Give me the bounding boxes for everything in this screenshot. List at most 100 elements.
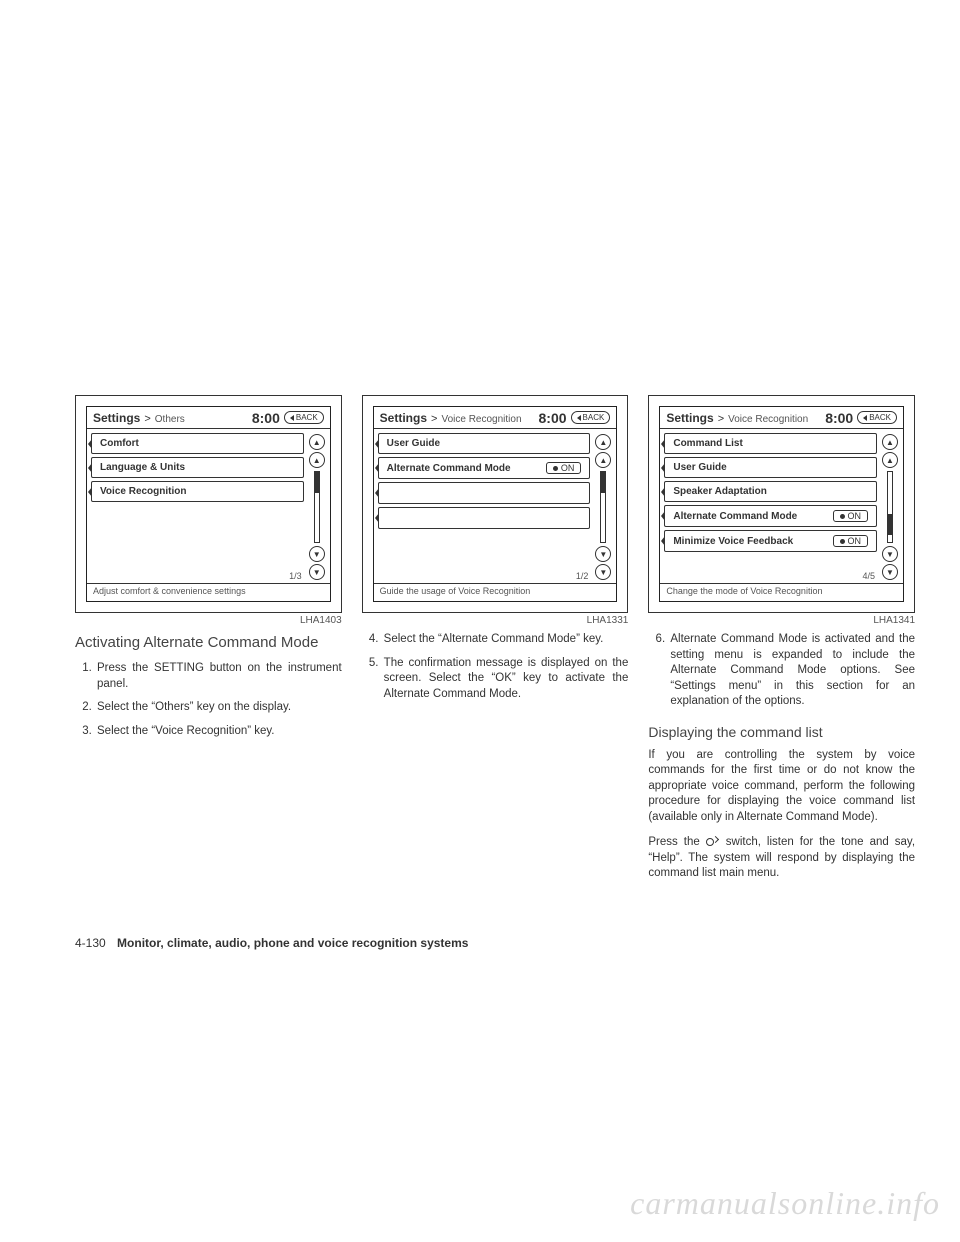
chevron-icon: > xyxy=(431,413,437,425)
section-heading: Activating Alternate Command Mode xyxy=(75,634,342,651)
page-indicator: 1/3 xyxy=(289,571,302,581)
menu-list: User Guide Alternate Command Mode ON xyxy=(378,433,591,532)
menu-label: Speaker Adaptation xyxy=(673,486,767,497)
scroll-thumb xyxy=(601,472,605,493)
screen-body: Command List User Guide Speaker Adaptati… xyxy=(660,429,903,583)
screenshot-1: Settings > Others 8:00 BACK xyxy=(75,395,342,613)
screen-frame: Settings > Voice Recognition 8:00 BACK xyxy=(373,406,618,602)
step-5: The confirmation message is displayed on… xyxy=(382,656,629,703)
step-1: Press the SETTING button on the instrume… xyxy=(95,661,342,692)
back-button[interactable]: BACK xyxy=(571,411,611,424)
breadcrumb-root: Settings xyxy=(666,411,713,425)
scroll-track[interactable] xyxy=(887,471,893,543)
scroll-control: ▲ ▲ ▼ ▼ xyxy=(308,433,326,581)
footer-title: Monitor, climate, audio, phone and voice… xyxy=(117,936,468,950)
menu-item-minimize-feedback[interactable]: Minimize Voice Feedback ON xyxy=(664,530,877,552)
breadcrumb-root: Settings xyxy=(380,411,427,425)
menu-list: Command List User Guide Speaker Adaptati… xyxy=(664,433,877,555)
menu-item-voice-recognition[interactable]: Voice Recognition xyxy=(91,481,304,502)
back-label: BACK xyxy=(869,413,891,422)
menu-item-language[interactable]: Language & Units xyxy=(91,457,304,478)
scroll-down-button[interactable]: ▼ xyxy=(882,546,898,562)
paragraph-1: If you are controlling the system by voi… xyxy=(648,748,915,826)
subheading: Displaying the command list xyxy=(648,724,915,740)
tab-notch-icon xyxy=(375,488,379,498)
steps-list-2: Select the “Alternate Command Mode” key.… xyxy=(362,632,629,702)
scroll-bottom-button[interactable]: ▼ xyxy=(882,564,898,580)
breadcrumb-root: Settings xyxy=(93,411,140,425)
scroll-thumb xyxy=(888,514,892,535)
steps-list-3: Alternate Command Mode is activated and … xyxy=(648,632,915,710)
chevron-icon: > xyxy=(718,413,724,425)
tab-notch-icon xyxy=(661,511,665,521)
menu-item-comfort[interactable]: Comfort xyxy=(91,433,304,454)
talk-icon xyxy=(706,837,720,847)
scroll-top-button[interactable]: ▲ xyxy=(309,434,325,450)
scroll-control: ▲ ▲ ▼ ▼ xyxy=(594,433,612,581)
tab-notch-icon xyxy=(88,439,92,449)
menu-label: Command List xyxy=(673,438,742,449)
scroll-bottom-button[interactable]: ▼ xyxy=(309,564,325,580)
tab-notch-icon xyxy=(375,439,379,449)
menu-label: Language & Units xyxy=(100,462,185,473)
step-2: Select the “Others” key on the display. xyxy=(95,700,342,716)
menu-item-user-guide[interactable]: User Guide xyxy=(664,457,877,478)
clock: 8:00 xyxy=(539,410,567,426)
on-dot-icon xyxy=(840,539,845,544)
manual-page: Settings > Others 8:00 BACK xyxy=(75,395,915,882)
scroll-bottom-button[interactable]: ▼ xyxy=(595,564,611,580)
screen-body: User Guide Alternate Command Mode ON xyxy=(374,429,617,583)
column-2: Settings > Voice Recognition 8:00 BACK xyxy=(362,395,629,882)
menu-label: Alternate Command Mode xyxy=(673,511,797,522)
back-label: BACK xyxy=(296,413,318,422)
on-label: ON xyxy=(848,536,862,546)
menu-item-user-guide[interactable]: User Guide xyxy=(378,433,591,454)
figure-label: LHA1341 xyxy=(648,615,915,626)
menu-label: Alternate Command Mode xyxy=(387,463,511,474)
back-arrow-icon xyxy=(863,415,867,421)
header-right: 8:00 BACK xyxy=(539,410,611,426)
watermark: carmanualsonline.info xyxy=(630,1185,940,1222)
scroll-down-button[interactable]: ▼ xyxy=(595,546,611,562)
menu-list: Comfort Language & Units Voice Recogniti… xyxy=(91,433,304,505)
breadcrumb-sub: Others xyxy=(155,414,185,425)
menu-item-alternate-command[interactable]: Alternate Command Mode ON xyxy=(664,505,877,527)
menu-item-command-list[interactable]: Command List xyxy=(664,433,877,454)
menu-label: Comfort xyxy=(100,438,139,449)
chevron-icon: > xyxy=(144,413,150,425)
screen-footer: Change the mode of Voice Recognition xyxy=(660,583,903,601)
screen-footer: Guide the usage of Voice Recognition xyxy=(374,583,617,601)
scroll-up-button[interactable]: ▲ xyxy=(882,452,898,468)
scroll-down-button[interactable]: ▼ xyxy=(309,546,325,562)
breadcrumb: Settings > Voice Recognition xyxy=(380,411,522,425)
paragraph-2: Press the switch, listen for the tone an… xyxy=(648,835,915,882)
step-3: Select the “Voice Recognition” key. xyxy=(95,724,342,740)
tab-notch-icon xyxy=(661,536,665,546)
screen-frame: Settings > Others 8:00 BACK xyxy=(86,406,331,602)
scroll-up-button[interactable]: ▲ xyxy=(595,452,611,468)
screen-header: Settings > Others 8:00 BACK xyxy=(87,407,330,429)
scroll-track[interactable] xyxy=(600,471,606,543)
scroll-track[interactable] xyxy=(314,471,320,543)
on-dot-icon xyxy=(840,514,845,519)
back-label: BACK xyxy=(583,413,605,422)
tab-notch-icon xyxy=(661,487,665,497)
back-button[interactable]: BACK xyxy=(857,411,897,424)
header-right: 8:00 BACK xyxy=(825,410,897,426)
scroll-up-button[interactable]: ▲ xyxy=(309,452,325,468)
menu-item-speaker-adaptation[interactable]: Speaker Adaptation xyxy=(664,481,877,502)
tab-notch-icon xyxy=(375,513,379,523)
back-button[interactable]: BACK xyxy=(284,411,324,424)
scroll-top-button[interactable]: ▲ xyxy=(882,434,898,450)
step-4: Select the “Alternate Command Mode” key. xyxy=(382,632,629,648)
page-indicator: 1/2 xyxy=(576,571,589,581)
page-footer: 4-130 Monitor, climate, audio, phone and… xyxy=(75,936,915,950)
header-right: 8:00 BACK xyxy=(252,410,324,426)
back-arrow-icon xyxy=(290,415,294,421)
clock: 8:00 xyxy=(252,410,280,426)
menu-item-alternate-command[interactable]: Alternate Command Mode ON xyxy=(378,457,591,479)
column-3: Settings > Voice Recognition 8:00 BACK xyxy=(648,395,915,882)
column-layout: Settings > Others 8:00 BACK xyxy=(75,395,915,882)
figure-label: LHA1331 xyxy=(362,615,629,626)
scroll-top-button[interactable]: ▲ xyxy=(595,434,611,450)
